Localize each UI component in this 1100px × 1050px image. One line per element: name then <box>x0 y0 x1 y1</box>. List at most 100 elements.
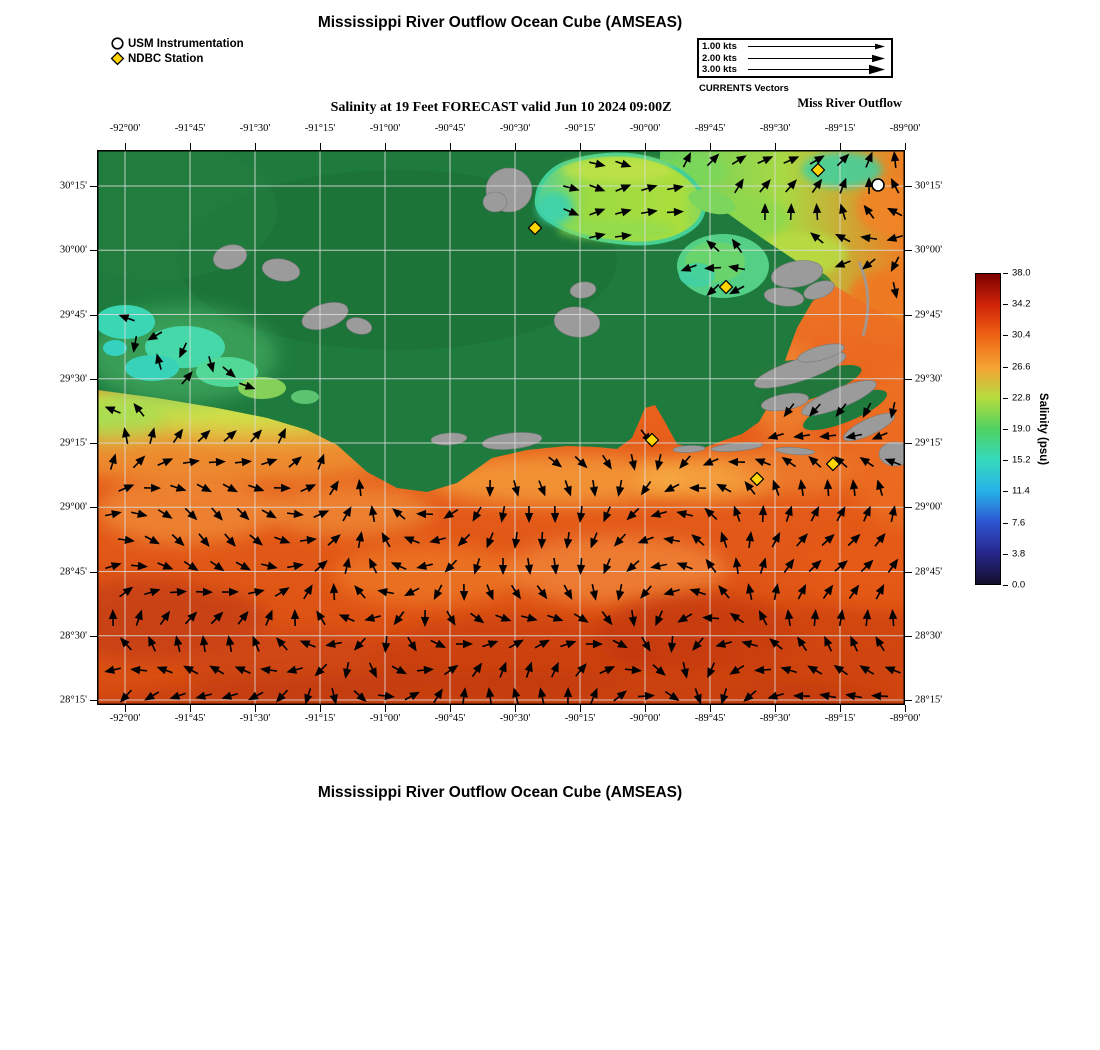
x-tick-label: -89°45' <box>694 713 726 724</box>
currents-caption: CURRENTS Vectors <box>699 83 789 94</box>
colorbar-tick <box>1003 460 1008 462</box>
x-tick-label: -91°45' <box>174 713 206 724</box>
figure-title: Mississippi River Outflow Ocean Cube (AM… <box>317 14 683 31</box>
axis-tick <box>190 143 191 150</box>
colorbar-tick <box>1003 522 1008 524</box>
y-tick-label: 28°45' <box>59 566 87 577</box>
x-tick-label: -89°45' <box>694 123 726 134</box>
axis-tick <box>905 250 912 252</box>
axis-tick <box>905 314 912 316</box>
stations-layer <box>527 162 885 487</box>
ndbc-station-marker <box>644 432 660 448</box>
marker-legend: USM Instrumentation NDBC Station <box>110 36 244 66</box>
ndbc-station-marker <box>527 220 543 236</box>
colorbar-tick-label: 11.4 <box>1012 485 1030 497</box>
x-tick-label: -89°15' <box>824 123 856 134</box>
x-tick-label: -90°45' <box>434 713 466 724</box>
y-tick-label: 28°15' <box>915 694 943 706</box>
y-tick-label: 28°30' <box>59 630 87 642</box>
y-tick-label: 29°45' <box>915 309 943 320</box>
ndbc-station-marker <box>718 279 734 295</box>
y-tick-label: 29°15' <box>915 437 943 449</box>
axis-tick <box>905 186 912 187</box>
colorbar-tick-label: 7.6 <box>1012 517 1026 529</box>
axis-tick <box>385 143 386 150</box>
colorbar-tick <box>1003 491 1008 493</box>
axis-tick <box>905 705 906 712</box>
colorbar-tick <box>1003 304 1008 306</box>
lake-pontchartrain-field <box>534 152 769 298</box>
axis-tick <box>320 143 321 150</box>
axis-tick <box>255 143 256 150</box>
current-arrow-icon <box>748 54 885 62</box>
axis-tick <box>90 700 97 701</box>
axis-tick <box>515 143 516 150</box>
x-tick-label: -90°00' <box>629 123 661 134</box>
map-svg <box>97 150 905 705</box>
axis-tick <box>905 700 912 701</box>
axis-tick <box>775 705 776 712</box>
current-vectors-layer <box>104 151 903 705</box>
colorbar-tick-label: 19.0 <box>1012 423 1031 435</box>
x-tick-label: -90°30' <box>499 123 531 134</box>
axis-tick <box>385 705 386 712</box>
axis-tick <box>90 378 97 380</box>
map-plot <box>97 150 905 705</box>
ndbc-station-marker <box>810 162 826 178</box>
y-tick-label: 28°30' <box>915 630 943 642</box>
colorbar-tick <box>1003 273 1008 274</box>
axis-tick <box>90 507 97 509</box>
colorbar-tick-label: 26.6 <box>1012 361 1031 373</box>
y-tick-label: 29°45' <box>59 309 87 320</box>
current-arrow-icon <box>748 43 885 50</box>
legend-item-label: NDBC Station <box>128 52 204 65</box>
y-tick-label: 29°15' <box>59 437 87 449</box>
axis-tick <box>905 635 912 637</box>
y-tick-label: 29°30' <box>915 373 943 385</box>
x-tick-label: -89°15' <box>824 713 856 724</box>
y-tick-label: 30°00' <box>915 244 943 256</box>
currents-row-label: 3.00 kts <box>702 64 737 75</box>
currents-row: 3.00 kts <box>702 64 888 75</box>
axis-tick <box>255 705 256 712</box>
x-tick-label: -89°00' <box>889 713 921 724</box>
x-tick-label: -89°00' <box>889 123 921 134</box>
axis-tick <box>90 186 97 187</box>
axis-tick <box>840 143 841 150</box>
colorbar-tick-label: 22.8 <box>1012 392 1031 404</box>
y-tick-label: 30°15' <box>59 180 87 192</box>
x-tick-label: -90°00' <box>629 713 661 724</box>
axis-tick <box>840 705 841 712</box>
axis-tick <box>580 705 581 712</box>
x-tick-label: -92°00' <box>109 713 141 724</box>
colorbar-tick <box>1003 429 1008 430</box>
axis-tick <box>320 705 321 712</box>
colorbar-tick-label: 0.0 <box>1012 579 1026 591</box>
colorbar-tick <box>1003 335 1008 337</box>
legend-item-ndbc: NDBC Station <box>110 51 244 66</box>
x-tick-label: -90°15' <box>564 123 596 134</box>
y-tick-label: 29°00' <box>59 501 87 513</box>
axis-tick <box>645 143 646 150</box>
y-tick-label: 28°45' <box>915 566 943 577</box>
grid-layer <box>97 150 905 705</box>
colorbar-tick <box>1003 553 1008 555</box>
currents-row-label: 2.00 kts <box>702 52 737 64</box>
x-tick-label: -90°30' <box>499 713 531 724</box>
x-tick-label: -89°30' <box>759 713 791 724</box>
map-frame <box>97 150 905 705</box>
axis-tick <box>710 705 711 712</box>
colorbar-tick-label: 38.0 <box>1012 267 1031 279</box>
axis-tick <box>580 143 581 150</box>
x-tick-label: -89°30' <box>759 123 791 134</box>
colorbar-tick-label: 3.8 <box>1012 548 1026 560</box>
usm-circle-icon <box>111 37 124 50</box>
axis-tick <box>905 143 906 150</box>
currents-row-label: 1.00 kts <box>702 41 737 52</box>
legend-item-usm: USM Instrumentation <box>110 36 244 51</box>
y-tick-label: 29°30' <box>59 373 87 385</box>
x-tick-label: -91°45' <box>174 123 206 134</box>
axis-tick <box>645 705 646 712</box>
y-tick-label: 30°00' <box>59 244 87 256</box>
x-tick-label: -91°15' <box>304 123 336 134</box>
